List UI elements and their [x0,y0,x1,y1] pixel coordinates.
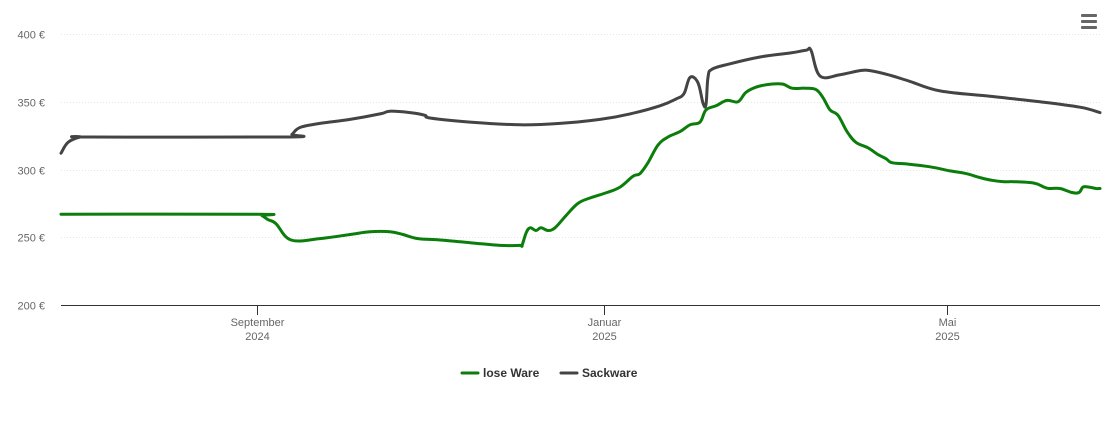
legend-item-lose-ware-label: lose Ware [483,366,540,380]
x-tick-sublabel-2: 2025 [935,331,959,343]
y-tick-label-300: 300 € [17,166,45,178]
x-tick-label-1: Januar [588,317,622,329]
series-lines [59,46,1102,248]
series-line-sackware[interactable] [59,46,1102,155]
axes: 200 € 250 € 300 € 350 € 400 € September 2024 Ja… [17,30,1100,343]
y-tick-label-250: 250 € [17,233,45,245]
x-tick-sublabel-1: 2025 [592,331,616,343]
y-tick-label-400: 400 € [17,30,45,42]
legend-item-sackware-label: Sackware [582,366,638,380]
y-tick-label-350: 350 € [17,98,45,110]
x-tick-label-2: Mai [939,317,957,329]
grid-lines [61,34,1100,238]
legend: lose Ware Sackware [460,366,638,380]
series-line-lose-ware[interactable] [59,82,1102,248]
y-tick-label-200: 200 € [17,301,45,313]
hamburger-menu-icon[interactable] [1078,10,1100,32]
x-tick-label-0: September [231,317,285,329]
x-tick-sublabel-0: 2024 [245,331,269,343]
legend-item-lose-ware[interactable]: lose Ware [460,366,540,380]
legend-item-sackware[interactable]: Sackware [559,366,638,380]
